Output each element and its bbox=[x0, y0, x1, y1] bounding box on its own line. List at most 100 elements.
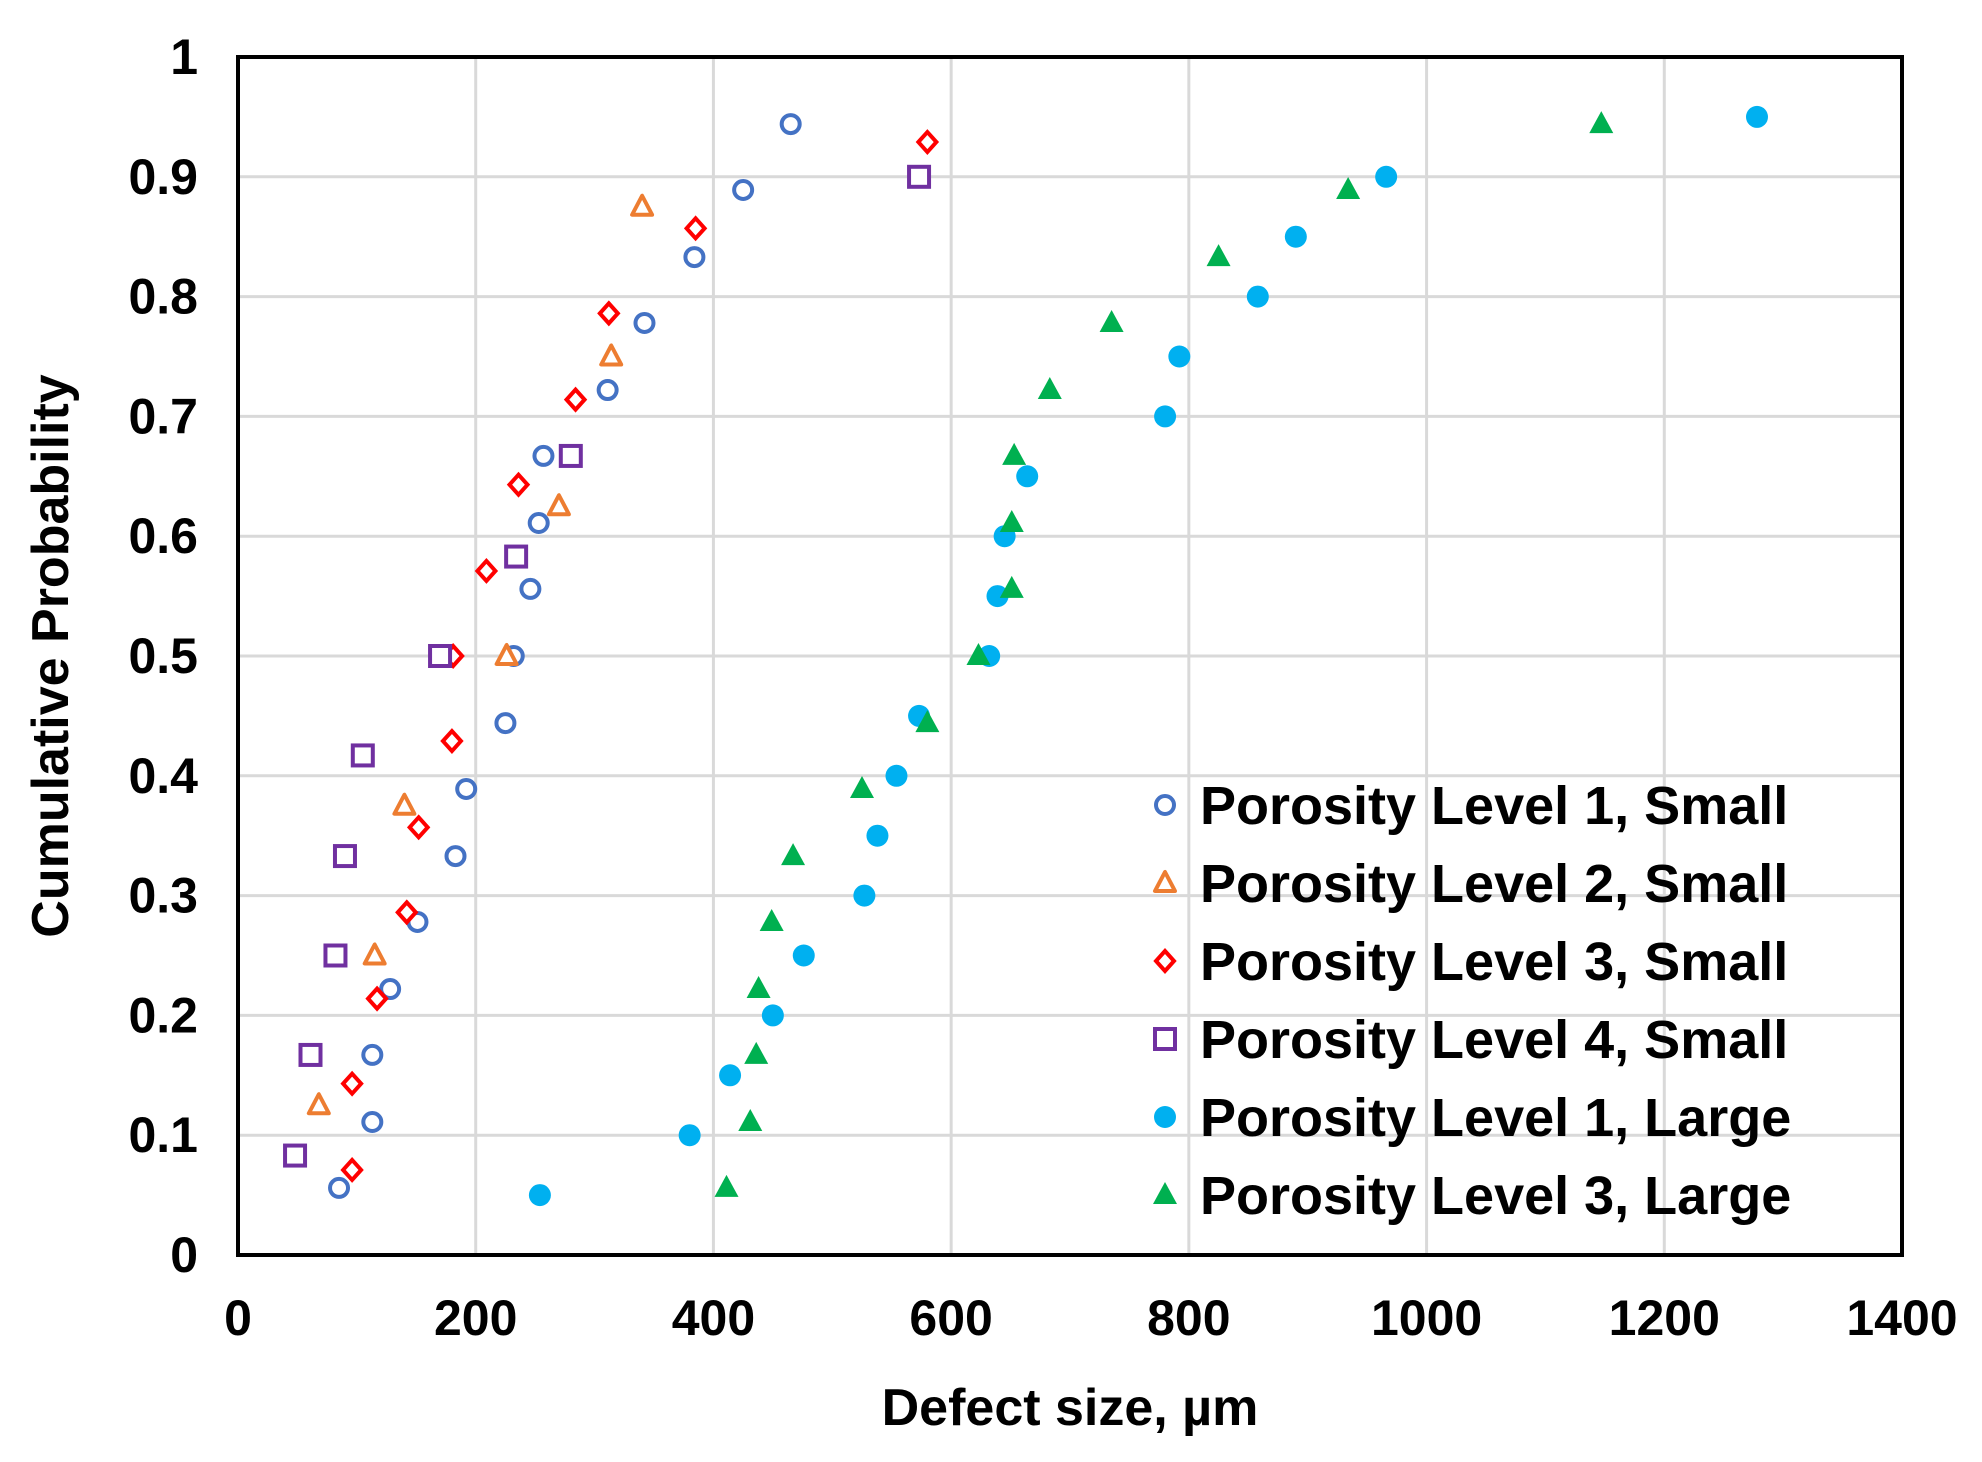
series-5 bbox=[528, 105, 1768, 1207]
x-tick-label: 1400 bbox=[1846, 1290, 1957, 1346]
data-point bbox=[885, 764, 908, 787]
data-point bbox=[455, 777, 478, 800]
data-point bbox=[915, 710, 940, 733]
x-axis-title: Defect size, µm bbox=[882, 1379, 1259, 1437]
data-point bbox=[853, 884, 876, 907]
y-tick-label: 0.9 bbox=[128, 149, 198, 205]
data-point bbox=[546, 493, 571, 517]
legend-label: Porosity Level 1, Large bbox=[1200, 1088, 1791, 1148]
data-point bbox=[1154, 405, 1177, 428]
series-6 bbox=[714, 111, 1614, 1197]
data-point bbox=[440, 728, 464, 755]
data-point bbox=[328, 1176, 351, 1199]
x-tick-label: 400 bbox=[672, 1290, 755, 1346]
data-point bbox=[1099, 309, 1124, 332]
data-point bbox=[528, 1184, 551, 1207]
legend-marker bbox=[1153, 1182, 1177, 1204]
data-point bbox=[504, 544, 529, 569]
data-point bbox=[999, 510, 1024, 533]
data-point bbox=[630, 193, 655, 217]
y-tick-label: 0 bbox=[170, 1227, 198, 1283]
data-point bbox=[1168, 345, 1191, 368]
data-point bbox=[1246, 285, 1269, 308]
data-point bbox=[907, 164, 932, 189]
data-point bbox=[986, 585, 1009, 608]
data-point bbox=[999, 575, 1024, 598]
axes: 0 0.1 0.2 0.3 0.4 0.5 0.6 0.7 0.8 0.9 1 0 200 400 600 8… bbox=[128, 29, 1957, 1346]
data-point bbox=[732, 178, 755, 201]
data-point bbox=[1375, 165, 1398, 188]
legend-marker bbox=[1153, 870, 1177, 893]
x-tick-label: 600 bbox=[909, 1290, 992, 1346]
data-point bbox=[361, 1043, 384, 1066]
legend-marker bbox=[1154, 794, 1176, 816]
data-point bbox=[323, 943, 348, 968]
y-tick-label: 0.1 bbox=[128, 1107, 198, 1163]
data-point bbox=[744, 1041, 769, 1064]
data-point bbox=[1037, 377, 1062, 400]
data-point bbox=[596, 379, 619, 402]
y-tick-label: 0.7 bbox=[128, 388, 198, 444]
data-point bbox=[428, 644, 453, 668]
data-point bbox=[1002, 442, 1027, 465]
data-point bbox=[298, 1042, 323, 1067]
y-tick-label: 0.2 bbox=[128, 987, 198, 1043]
data-point bbox=[532, 444, 555, 467]
data-point bbox=[1336, 176, 1361, 199]
x-tick-label: 800 bbox=[1147, 1290, 1230, 1346]
data-point bbox=[759, 908, 784, 931]
data-point bbox=[563, 386, 588, 413]
y-tick-label: 0.5 bbox=[128, 628, 198, 684]
y-tick-label: 0.6 bbox=[128, 508, 198, 564]
data-point bbox=[519, 577, 542, 600]
data-point bbox=[332, 844, 357, 869]
legend-marker bbox=[1153, 1027, 1177, 1051]
data-point bbox=[444, 845, 467, 868]
data-point bbox=[597, 300, 621, 327]
y-tick-label: 0.3 bbox=[128, 868, 198, 924]
data-point bbox=[506, 471, 531, 498]
series-4 bbox=[283, 164, 932, 1168]
x-tick-label: 0 bbox=[224, 1290, 252, 1346]
y-tick-label: 0.4 bbox=[128, 748, 198, 804]
data-points bbox=[283, 105, 1768, 1207]
legend: Porosity Level 1, Small Porosity Level 2,… bbox=[1153, 776, 1791, 1226]
legend-label: Porosity Level 4, Small bbox=[1200, 1010, 1788, 1070]
y-axis-title: Cumulative Probability bbox=[22, 374, 80, 938]
data-point bbox=[395, 899, 419, 926]
legend-marker bbox=[1153, 948, 1177, 974]
data-point bbox=[350, 743, 375, 768]
data-point bbox=[866, 824, 889, 847]
plot-frame bbox=[236, 55, 1904, 1257]
data-point bbox=[738, 1109, 763, 1132]
legend-label: Porosity Level 3, Large bbox=[1200, 1166, 1791, 1226]
data-point bbox=[1016, 465, 1039, 488]
data-point bbox=[683, 246, 706, 269]
data-point bbox=[761, 1004, 784, 1027]
legend-label: Porosity Level 2, Small bbox=[1200, 854, 1788, 914]
y-tick-label: 0.8 bbox=[128, 269, 198, 325]
legend-label: Porosity Level 3, Small bbox=[1200, 932, 1788, 992]
y-tick-label: 1 bbox=[170, 29, 198, 85]
data-point bbox=[719, 1064, 742, 1087]
data-point bbox=[340, 1156, 364, 1183]
data-point bbox=[746, 976, 771, 999]
data-point bbox=[494, 712, 517, 735]
data-point bbox=[683, 215, 708, 242]
data-point bbox=[714, 1174, 739, 1197]
series-2 bbox=[306, 193, 655, 1116]
data-point bbox=[392, 792, 417, 816]
data-point bbox=[1589, 111, 1614, 134]
data-point bbox=[966, 643, 991, 665]
x-tick-label: 1200 bbox=[1609, 1290, 1720, 1346]
data-point bbox=[527, 512, 550, 535]
data-point bbox=[365, 985, 389, 1012]
data-point bbox=[406, 814, 431, 841]
data-point bbox=[340, 1070, 364, 1097]
legend-label: Porosity Level 1, Small bbox=[1200, 776, 1788, 836]
data-point bbox=[558, 443, 583, 468]
data-point bbox=[379, 978, 402, 1001]
gridlines bbox=[238, 57, 1902, 1255]
data-point bbox=[362, 942, 387, 966]
series-3 bbox=[340, 129, 940, 1183]
